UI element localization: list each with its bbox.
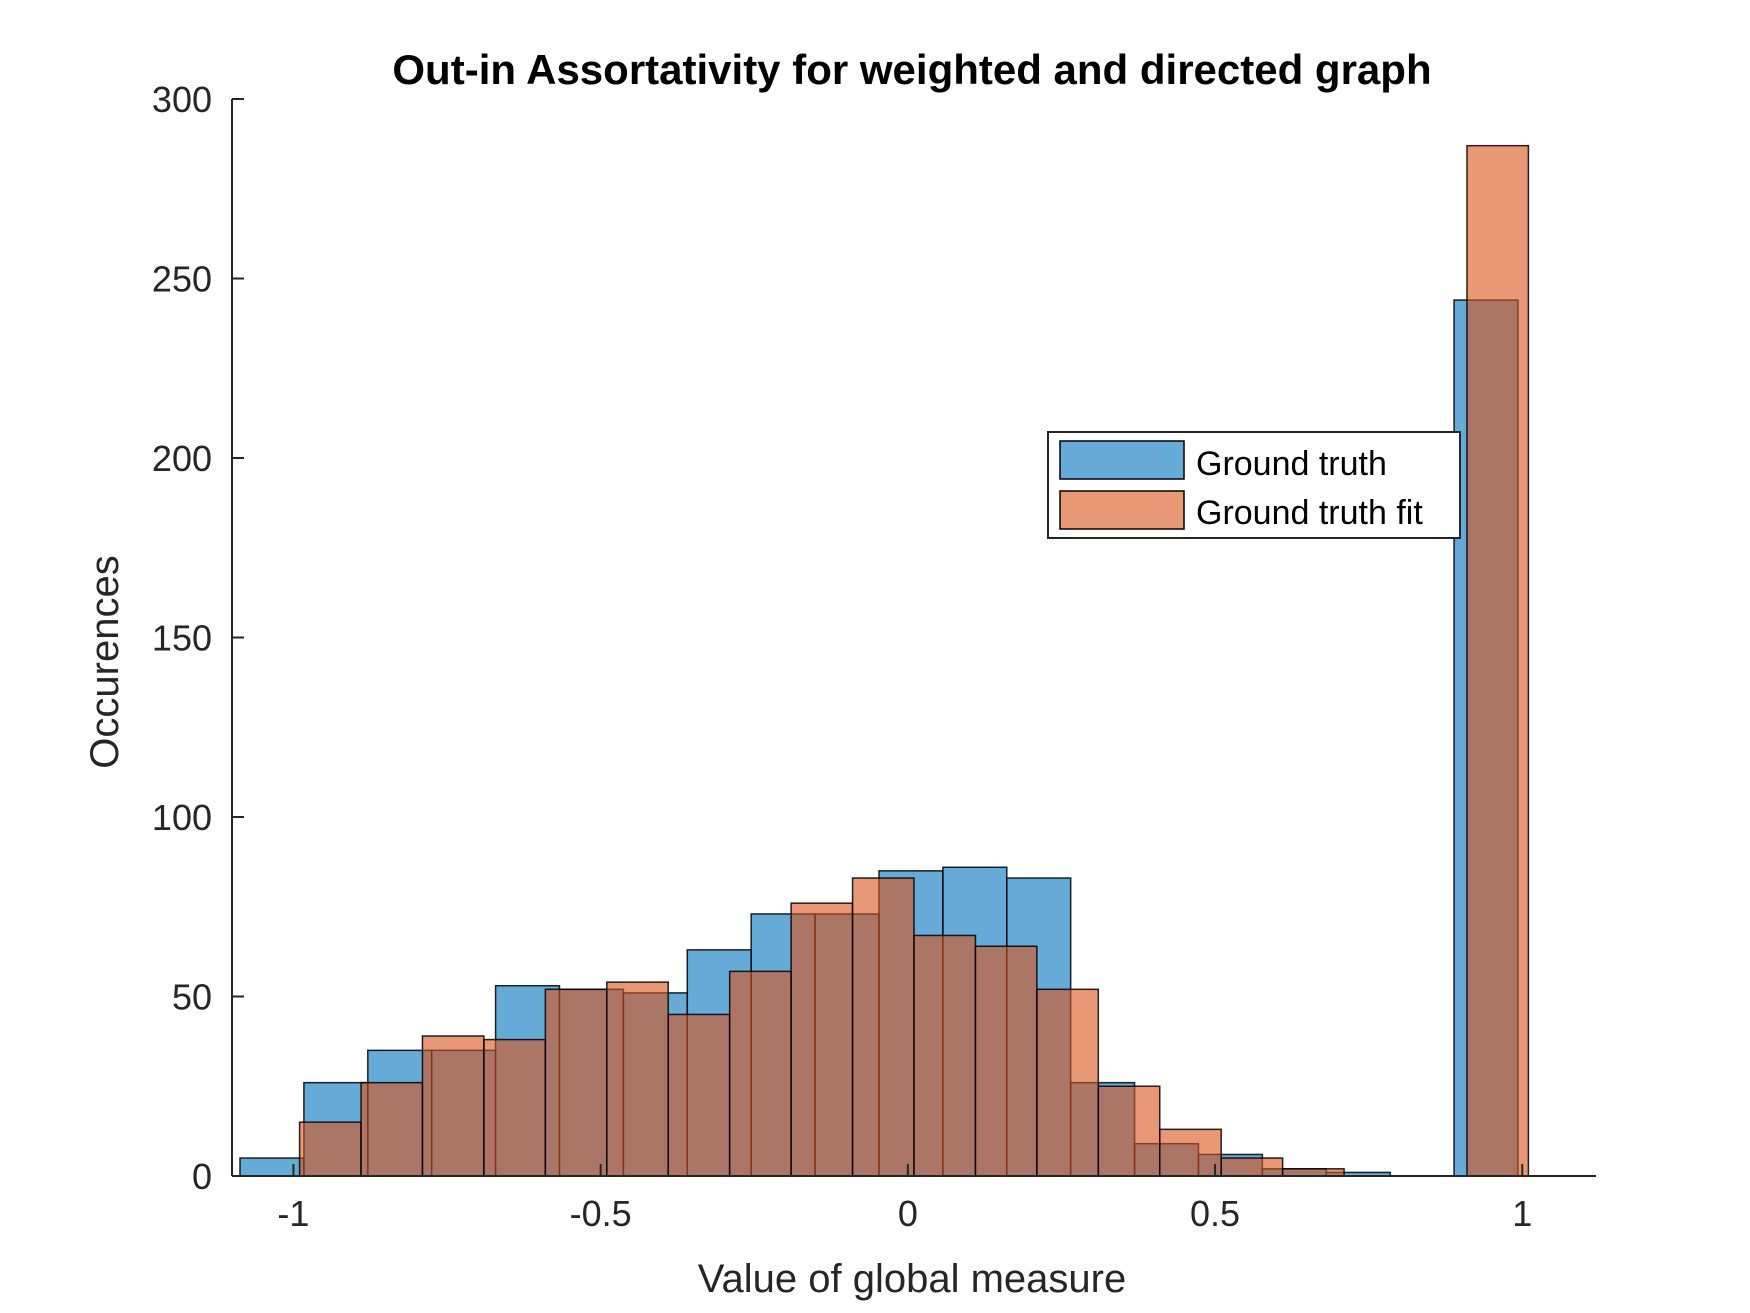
- legend-label-ground-truth-fit: Ground truth fit: [1196, 494, 1423, 532]
- y-tick-label: 0: [192, 1156, 212, 1197]
- x-tick-label: 0: [898, 1193, 918, 1234]
- x-tick-label: -0.5: [570, 1193, 632, 1234]
- y-tick-label: 300: [152, 79, 212, 120]
- y-tick-label: 150: [152, 618, 212, 659]
- legend-swatch-ground-truth-fit: [1059, 490, 1185, 530]
- chart-title: Out-in Assortativity for weighted and di…: [392, 46, 1431, 93]
- x-tick-label: -1: [277, 1193, 309, 1234]
- y-tick-label: 250: [152, 259, 212, 300]
- x-tick-label: 1: [1512, 1193, 1532, 1234]
- bar-series1-bin-4: [544, 988, 608, 1177]
- bar-series1-bin-10: [913, 934, 977, 1177]
- bar-series1-bin-14: [1159, 1128, 1222, 1177]
- bar-series1-bin-3: [483, 1038, 547, 1177]
- bar-series1-bin-13: [1097, 1085, 1161, 1177]
- x-axis-label: Value of global measure: [698, 1257, 1126, 1301]
- bar-series1-bin-6: [667, 1013, 731, 1177]
- bar-series1-bin-19: [1466, 144, 1530, 1177]
- bar-series1-bin-16: [1281, 1168, 1345, 1177]
- bar-series1-bin-0: [298, 1121, 362, 1177]
- bar-series1-bin-11: [974, 945, 1038, 1177]
- bar-series1-bin-12: [1036, 988, 1100, 1177]
- legend: Ground truth Ground truth fit: [1047, 431, 1461, 539]
- bar-series1-bin-7: [728, 970, 792, 1177]
- y-tick-label: 100: [152, 797, 212, 838]
- bar-series1-bin-5: [606, 981, 669, 1177]
- legend-label-ground-truth: Ground truth: [1196, 445, 1387, 483]
- bar-series1-bin-9: [851, 877, 915, 1177]
- legend-swatch-ground-truth: [1059, 440, 1185, 480]
- y-tick-label: 200: [152, 438, 212, 479]
- bar-series1-bin-8: [790, 902, 854, 1177]
- y-axis-label: Occurences: [83, 555, 127, 768]
- bar-series1-bin-15: [1220, 1157, 1284, 1177]
- bar-series1-bin-2: [421, 1035, 485, 1177]
- axes: -1 -0.5 0 0.5 1 0 50 100 150 200 250 300: [152, 79, 1596, 1234]
- x-tick-label: 0.5: [1190, 1193, 1240, 1234]
- bar-series1-bin-1: [360, 1081, 424, 1177]
- y-tick-label: 50: [172, 977, 212, 1018]
